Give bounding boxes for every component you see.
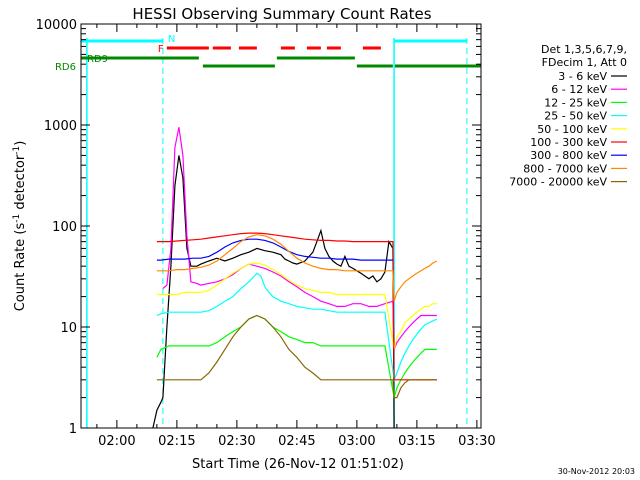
y-tick-label: 1 [69, 422, 77, 437]
plot-frame [80, 23, 482, 429]
series-line [156, 272, 438, 383]
legend-entry-label: 3 - 6 keV [558, 70, 607, 83]
series-line [156, 262, 437, 350]
series-line [156, 238, 393, 261]
legend-entry-label: 800 - 7000 keV [523, 162, 607, 175]
footer-timestamp: 30-Nov-2012 20:03 [558, 467, 635, 476]
series-line [156, 314, 437, 398]
x-tick-label: 02:30 [218, 434, 255, 449]
rd9-flag-label: RD9 [87, 54, 108, 65]
y-tick-label: 10000 [36, 18, 77, 33]
x-tick-label: 03:15 [398, 434, 435, 449]
chart-title: HESSI Observing Summary Count Rates [132, 5, 431, 23]
legend-entry-label: 12 - 25 keV [544, 96, 607, 109]
y-tick-label: 1000 [44, 119, 77, 134]
legend-entry-label: 300 - 800 keV [530, 149, 607, 162]
rd6-flag-label: RD6 [55, 62, 76, 73]
series-line [156, 314, 437, 399]
legend-entry-label: 50 - 100 keV [537, 123, 607, 136]
y-tick-label: 10 [60, 321, 77, 336]
x-tick-label: 02:45 [278, 434, 315, 449]
legend-entry-label: 100 - 300 keV [530, 136, 607, 149]
y-axis-label: Count Rate (s-1 detector-1) [12, 141, 28, 312]
x-tick-label: 02:00 [98, 434, 135, 449]
x-axis: 02:00 02:15 02:30 02:45 03:00 03:15 03:30 [96, 24, 496, 449]
legend: Det 1,3,5,6,7,9, FDecim 1, Att 0 3 - 6 k… [509, 43, 627, 189]
series-lines [152, 127, 438, 429]
legend-entry-label: 7000 - 20000 keV [509, 176, 607, 189]
series-line [162, 127, 437, 350]
night-flag-label: N [168, 34, 175, 45]
x-axis-label: Start Time (26-Nov-12 01:51:02) [192, 457, 404, 472]
x-tick-label: 03:30 [458, 434, 495, 449]
y-axis: 1 10 100 1000 10000 [36, 18, 481, 437]
y-tick-label: 100 [52, 220, 77, 235]
series-line [152, 155, 395, 429]
legend-header-line1: Det 1,3,5,6,7,9, [541, 43, 627, 56]
x-tick-label: 02:15 [158, 434, 195, 449]
legend-header-line2: FDecim 1, Att 0 [542, 56, 627, 69]
mode-flags: NF RD9 RD6 [55, 34, 481, 428]
legend-entry-label: 6 - 12 keV [551, 83, 607, 96]
flare-flag-label: F [158, 44, 164, 55]
legend-entry-label: 25 - 50 keV [544, 110, 607, 123]
series-line [156, 234, 438, 302]
x-tick-label: 03:00 [338, 434, 375, 449]
